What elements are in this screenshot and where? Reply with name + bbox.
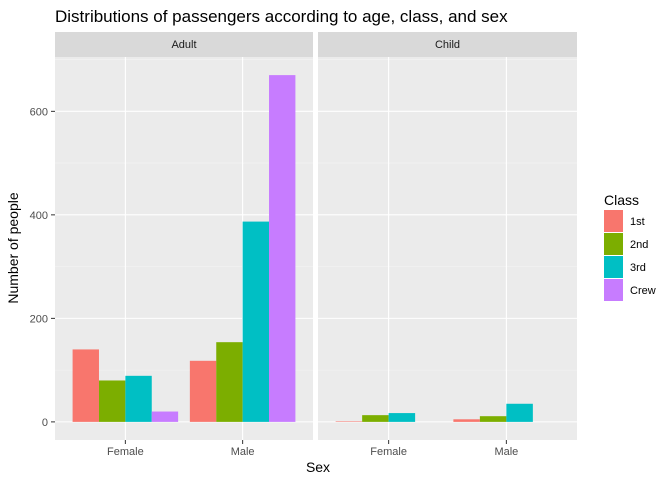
facet-strip xyxy=(318,32,577,57)
facet-strip-label: Child xyxy=(435,39,460,51)
facet-panel-child: Child Female Male xyxy=(318,32,577,458)
legend-key-2nd xyxy=(604,233,623,255)
bar-adult-male-1st xyxy=(189,360,217,422)
facet-strip-label: Adult xyxy=(171,39,196,51)
bar-child-female-1st xyxy=(335,421,363,422)
y-tick-label: 0 xyxy=(42,417,48,429)
legend: Class 1st 2nd 3rd Crew xyxy=(604,192,656,301)
y-tick-label: 400 xyxy=(30,210,48,222)
chart-title: Distributions of passengers according to… xyxy=(55,7,508,26)
y-tick-label: 600 xyxy=(30,106,48,118)
bar-adult-male-2nd xyxy=(216,342,243,422)
x-axis-title: Sex xyxy=(306,459,330,475)
legend-key-1st xyxy=(604,210,623,232)
bar-adult-female-crew xyxy=(151,411,179,422)
y-axis-title: Number of people xyxy=(5,192,21,304)
facet-strip xyxy=(55,32,313,57)
bar-child-male-2nd xyxy=(479,416,507,422)
bar-child-male-1st xyxy=(453,419,480,422)
y-tick-label: 200 xyxy=(30,313,48,325)
bar-child-male-3rd xyxy=(506,403,533,422)
bar-child-female-2nd xyxy=(362,415,389,422)
y-axis: 0 200 400 600 xyxy=(30,106,55,429)
bar-adult-female-2nd xyxy=(98,380,126,422)
bar-adult-male-3rd xyxy=(242,221,270,422)
legend-label: 1st xyxy=(630,216,645,228)
facet-panels: Adult Female Male Child Female Male xyxy=(55,32,577,458)
x-tick-label: Female xyxy=(107,446,144,458)
bar-adult-female-3rd xyxy=(125,375,152,422)
bar-child-female-3rd xyxy=(388,413,416,422)
legend-key-3rd xyxy=(604,256,623,278)
bar-adult-female-1st xyxy=(72,349,99,422)
bar-adult-male-crew xyxy=(269,75,296,422)
legend-label: 2nd xyxy=(630,239,648,251)
panel-background xyxy=(318,57,577,440)
legend-title: Class xyxy=(604,192,639,208)
legend-label: 3rd xyxy=(630,262,646,274)
legend-key-crew xyxy=(604,279,623,301)
facet-panel-adult: Adult Female Male xyxy=(55,32,313,458)
x-tick-label: Female xyxy=(370,446,407,458)
legend-label: Crew xyxy=(630,285,656,297)
x-tick-label: Male xyxy=(494,446,518,458)
x-tick-label: Male xyxy=(231,446,255,458)
